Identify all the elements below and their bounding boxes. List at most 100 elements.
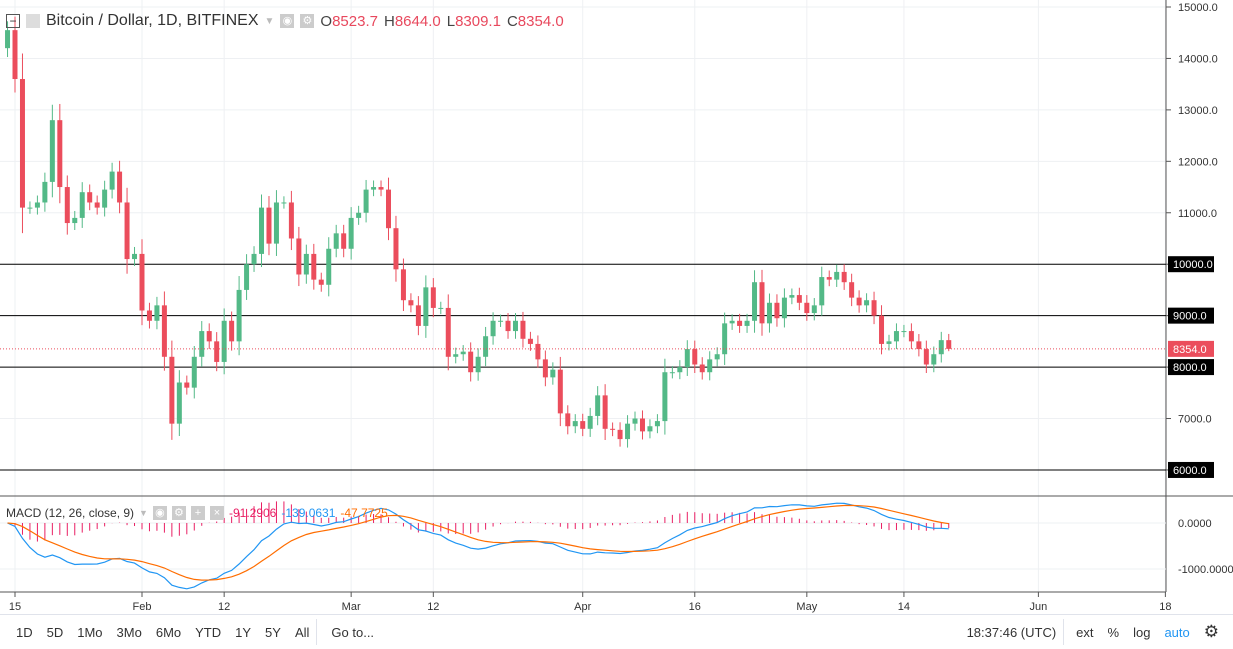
percent-toggle[interactable]: % bbox=[1107, 624, 1120, 640]
candle-down bbox=[415, 305, 421, 326]
candle-up bbox=[49, 120, 55, 182]
clock[interactable]: 18:37:46 (UTC) bbox=[966, 624, 1057, 640]
macd-signal-line bbox=[7, 504, 949, 581]
candle-up bbox=[42, 181, 48, 203]
candle-up bbox=[766, 302, 772, 324]
log-toggle[interactable]: log bbox=[1133, 624, 1151, 640]
macd-value: -139.0631 bbox=[281, 506, 336, 520]
high-label: H bbox=[383, 12, 395, 30]
candle-up bbox=[483, 336, 489, 357]
auto-toggle[interactable]: auto bbox=[1164, 624, 1190, 640]
time-tick-label: May bbox=[796, 601, 817, 613]
candle-down bbox=[774, 302, 780, 319]
price-tick-label: 15000.0 bbox=[1178, 2, 1218, 14]
candle-up bbox=[893, 331, 899, 342]
ext-toggle[interactable]: ext bbox=[1076, 624, 1094, 640]
candle-up bbox=[176, 382, 182, 424]
candle-up bbox=[326, 248, 332, 285]
candle-down bbox=[505, 320, 511, 332]
gear-icon[interactable]: ⚙ bbox=[300, 14, 315, 28]
candle-up bbox=[789, 295, 795, 298]
candle-up bbox=[423, 287, 429, 326]
range-3mo[interactable]: 3Mo bbox=[116, 624, 142, 640]
range-6mo[interactable]: 6Mo bbox=[155, 624, 182, 640]
candle-down bbox=[169, 356, 175, 424]
close-icon[interactable]: × bbox=[209, 506, 224, 520]
chevron-down-icon[interactable]: ▼ bbox=[139, 508, 148, 518]
time-tick-label: Mar bbox=[342, 601, 361, 613]
eye-icon[interactable]: ◉ bbox=[152, 506, 167, 520]
candle-down bbox=[318, 279, 324, 285]
high-value: 8644.0 bbox=[394, 12, 441, 30]
hline-label: 8000.0 bbox=[1173, 362, 1207, 374]
candle-up bbox=[5, 30, 11, 49]
candle-down bbox=[856, 297, 862, 306]
candle-up bbox=[550, 369, 556, 378]
candle-up bbox=[781, 297, 787, 319]
candle-up bbox=[707, 359, 713, 373]
hline-label-bg bbox=[1168, 307, 1214, 324]
candle-up bbox=[34, 202, 40, 208]
candle-up bbox=[819, 277, 825, 306]
candle-down bbox=[64, 187, 70, 224]
candle-down bbox=[146, 310, 152, 321]
candle-down bbox=[386, 189, 391, 229]
candle-up bbox=[356, 212, 362, 218]
eye-icon[interactable]: ◉ bbox=[280, 14, 295, 28]
candle-up bbox=[684, 349, 690, 368]
candle-up bbox=[453, 354, 459, 357]
candle-up bbox=[363, 189, 369, 213]
candle-up bbox=[811, 305, 817, 314]
range-5y[interactable]: 5Y bbox=[265, 624, 281, 640]
price-chart[interactable]: 15000.0 14000.0 13000.0 12000.0 11000.0 7000.… bbox=[0, 0, 1233, 614]
chevron-down-icon[interactable]: ▼ bbox=[264, 15, 275, 27]
time-tick-label: 12 bbox=[218, 601, 230, 613]
gear-icon[interactable]: ⚙ bbox=[171, 506, 186, 520]
macd-hist-value: -91.2906 bbox=[228, 506, 277, 520]
candle-down bbox=[94, 202, 100, 208]
candle-up bbox=[587, 415, 593, 429]
candle-down bbox=[393, 228, 399, 270]
candle-up bbox=[677, 367, 683, 373]
candle-down bbox=[311, 253, 317, 280]
candle-down bbox=[229, 320, 235, 342]
settings-gear-icon[interactable]: ⚙ bbox=[1203, 622, 1219, 641]
collapse-icon[interactable]: − bbox=[6, 14, 20, 28]
candle-down bbox=[87, 192, 93, 203]
candle-down bbox=[908, 331, 914, 342]
candle-down bbox=[946, 340, 952, 349]
add-icon[interactable]: + bbox=[190, 506, 205, 520]
candle-up bbox=[729, 320, 735, 324]
range-1d[interactable]: 1D bbox=[16, 624, 33, 640]
candle-down bbox=[468, 351, 474, 373]
candle-down bbox=[602, 395, 608, 429]
symbol-title[interactable]: Bitcoin / Dollar, 1D, BITFINEX bbox=[46, 12, 259, 29]
candle-down bbox=[12, 30, 18, 80]
candle-up bbox=[191, 356, 197, 388]
range-1mo[interactable]: 1Mo bbox=[77, 624, 103, 640]
candle-up bbox=[512, 320, 518, 332]
candle-down bbox=[916, 341, 922, 350]
candle-down bbox=[184, 382, 190, 388]
candle-down bbox=[296, 238, 302, 275]
range-5d[interactable]: 5D bbox=[46, 624, 64, 640]
chart-legend: − Bitcoin / Dollar, 1D, BITFINEX ▼ ◉ ⚙ O… bbox=[6, 12, 564, 30]
candle-down bbox=[214, 341, 220, 362]
low-label: L bbox=[446, 12, 456, 30]
range-all[interactable]: All bbox=[294, 624, 310, 640]
low-value: 8309.1 bbox=[455, 12, 501, 30]
close-value: 8354.0 bbox=[517, 12, 564, 30]
range-ytd[interactable]: YTD bbox=[195, 624, 222, 640]
divider bbox=[316, 619, 318, 645]
range-1y[interactable]: 1Y bbox=[235, 624, 252, 640]
time-tick-label: Apr bbox=[574, 601, 591, 613]
candle-up bbox=[475, 356, 481, 373]
price-tick-label: 14000.0 bbox=[1178, 53, 1218, 65]
goto-button[interactable]: Go to... bbox=[331, 624, 375, 640]
candle-up bbox=[221, 320, 227, 362]
candle-up bbox=[625, 423, 631, 440]
macd-title[interactable]: MACD (12, 26, close, 9) bbox=[6, 506, 135, 520]
bottom-toolbar: 1D 5D 1Mo 3Mo 6Mo YTD 1Y 5Y All Go to...… bbox=[0, 614, 1233, 649]
candle-down bbox=[139, 253, 145, 311]
candle-down bbox=[117, 171, 123, 203]
